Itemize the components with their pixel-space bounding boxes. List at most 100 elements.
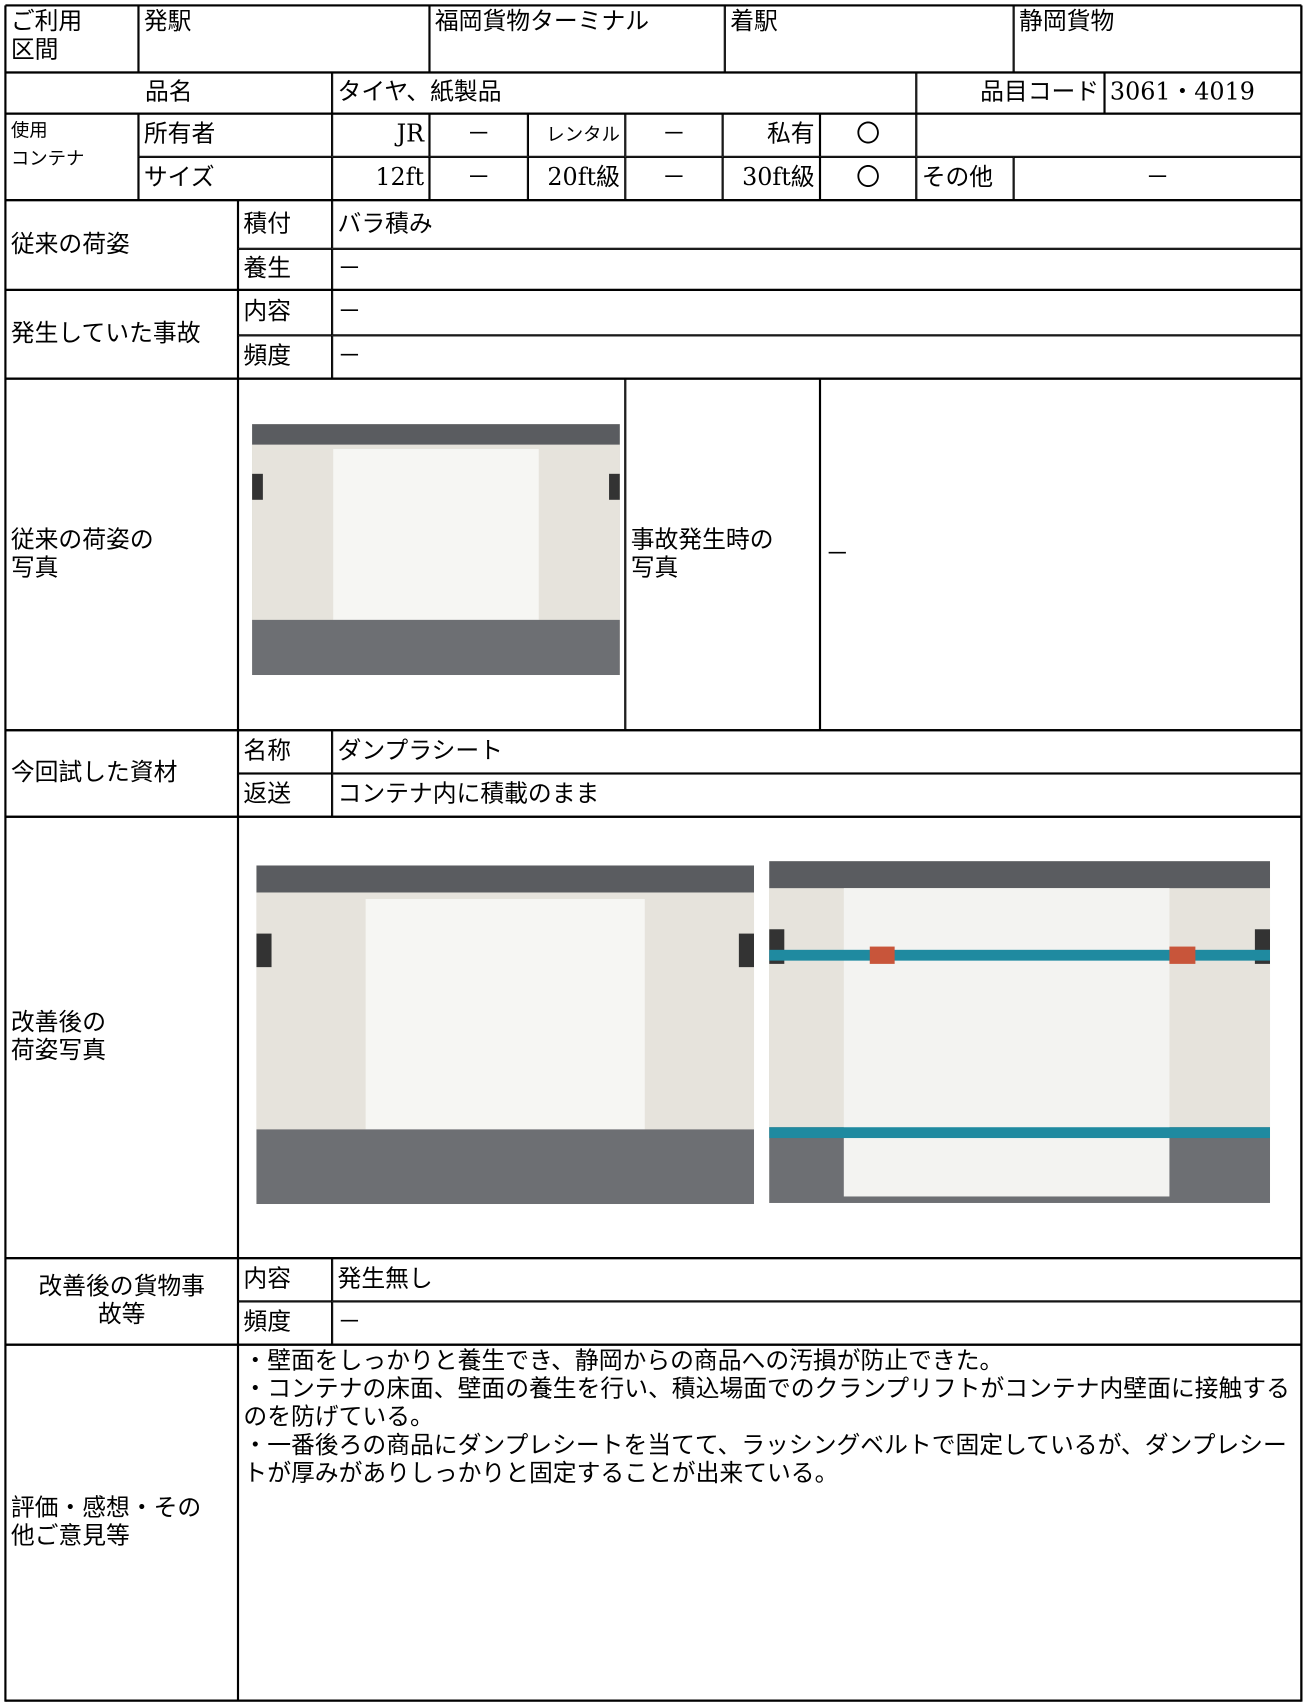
cell: － <box>1013 156 1302 201</box>
cell-text: － <box>662 121 686 149</box>
cell: － <box>332 335 1302 379</box>
cell: 返送 <box>237 773 333 817</box>
cell-text: サイズ <box>143 164 215 192</box>
cell: 福岡貨物ターミナル <box>429 5 725 73</box>
cell-text: 内容 <box>243 1265 292 1293</box>
cell: 品名 <box>5 72 333 114</box>
rule <box>1300 5 1303 1702</box>
cell: 改善後の 荷姿写真 <box>5 816 238 1259</box>
cell-text: その他 <box>921 164 994 192</box>
cell-text: － <box>466 164 491 192</box>
cell: 内容 <box>237 289 333 336</box>
cell: － <box>332 1301 1302 1345</box>
cell-text: 着駅 <box>730 8 778 36</box>
cell-text: 30ft級 <box>742 164 815 192</box>
cell: 事故発生時の 写真 <box>625 378 821 731</box>
cell: コンテナ内に積載のまま <box>332 773 1302 817</box>
comment-cell: ・壁面をしっかりと養生でき、静岡からの商品への汚損が防止できた。 ・コンテナの床面… <box>237 1344 1302 1702</box>
rule <box>5 288 1302 292</box>
label: 発生していた事故 <box>5 289 238 379</box>
rule <box>5 71 1302 74</box>
rule <box>5 729 1302 732</box>
label: ご利用 区間 <box>5 5 139 73</box>
cell-text: 私有 <box>766 121 815 149</box>
cell-text: 名称 <box>243 737 292 765</box>
label: 使用 コンテナ <box>5 113 139 201</box>
cell: 静岡貨物 <box>1013 5 1302 73</box>
cell-text: 使用 コンテナ <box>10 120 85 170</box>
cell-text: ご利用 区間 <box>10 8 83 64</box>
cell-text: 〇 <box>856 164 881 192</box>
photo <box>256 865 755 1205</box>
cell-text: 返送 <box>243 781 292 809</box>
comment: ・一番後ろの商品にダンプレシートを当てて、ラッシングベルトで固定しているが、ダン… <box>243 1432 1287 1488</box>
cell: 品目コード <box>916 72 1105 114</box>
label: 今回試した資材 <box>5 730 238 817</box>
cell-text: 養生 <box>243 255 292 283</box>
cell: － <box>625 156 723 201</box>
cell-text: コンテナ内に積載のまま <box>337 781 600 809</box>
cell-text: 内容 <box>243 298 292 326</box>
comment: ・壁面をしっかりと養生でき、静岡からの商品への汚損が防止できた。 <box>243 1347 1004 1375</box>
cell-text: － <box>337 298 362 326</box>
cell-text: 福岡貨物ターミナル <box>434 8 650 36</box>
cell: － <box>332 248 1302 290</box>
cell-text: 従来の荷姿 <box>10 230 130 259</box>
cell-text: 評価・感想・その 他ご意見等 <box>10 1495 202 1551</box>
cell: 3061・4019 <box>1104 72 1302 114</box>
cell: 着駅 <box>724 5 1014 73</box>
cell-text: タイヤ、紙製品 <box>337 78 502 107</box>
cell: ダンプラシート <box>332 730 1302 774</box>
cell-text: － <box>466 121 491 149</box>
cell: 私有 <box>722 113 821 157</box>
cell-text: ダンプラシート <box>337 737 503 765</box>
cell: － <box>625 113 723 157</box>
rule <box>5 4 1302 7</box>
rule <box>5 377 1302 380</box>
rule <box>5 815 1302 818</box>
cell-text: 今回試した資材 <box>10 759 178 787</box>
cell-text: 改善後の 荷姿写真 <box>10 1009 107 1065</box>
cell: サイズ <box>138 156 333 201</box>
rule <box>5 1257 1302 1260</box>
rule <box>5 1343 1302 1346</box>
cell <box>916 113 1302 157</box>
comment: ・コンテナの床面、壁面の養生を行い、積込場面でのクランプリフトがコンテナ内壁面に… <box>243 1376 1290 1432</box>
cell-text: － <box>337 255 362 283</box>
cell-text: JR <box>396 121 425 149</box>
cell-text: 発駅 <box>143 8 192 36</box>
cell-text: － <box>825 540 850 568</box>
cell: 30ft級 <box>722 156 821 201</box>
photo <box>252 424 620 676</box>
cell: その他 <box>916 156 1014 201</box>
cell-text: 品名 <box>144 78 193 107</box>
cell-text: 12ft <box>375 164 425 192</box>
cell: 名称 <box>237 730 333 774</box>
label: 従来の荷姿 <box>5 200 238 290</box>
cell: － <box>332 289 1302 336</box>
cell: レンタル <box>527 113 626 157</box>
cell-text: － <box>337 342 362 370</box>
cell-text: 静岡貨物 <box>1019 8 1115 36</box>
cell: バラ積み <box>332 200 1302 249</box>
cell: タイヤ、紙製品 <box>332 72 917 114</box>
photo <box>769 861 1271 1203</box>
rule <box>4 5 7 1702</box>
cell-text: 所有者 <box>143 121 216 149</box>
cell: 頻度 <box>237 335 333 379</box>
cell: － <box>429 113 528 157</box>
cell-text: 3061・4019 <box>1109 78 1255 107</box>
cell: 〇 <box>820 113 917 157</box>
cell-text: 品目コード <box>980 78 1100 107</box>
cell-text: － <box>337 1308 362 1337</box>
cell-text: バラ積み <box>337 210 433 238</box>
cell: 〇 <box>820 156 917 201</box>
cell: 評価・感想・その 他ご意見等 <box>5 1344 238 1702</box>
cell: 従来の荷姿の 写真 <box>5 378 238 731</box>
rule <box>5 112 1302 115</box>
cell-text: 発生していた事故 <box>10 320 201 348</box>
cell-text: － <box>662 164 686 192</box>
cell: 所有者 <box>138 113 333 157</box>
